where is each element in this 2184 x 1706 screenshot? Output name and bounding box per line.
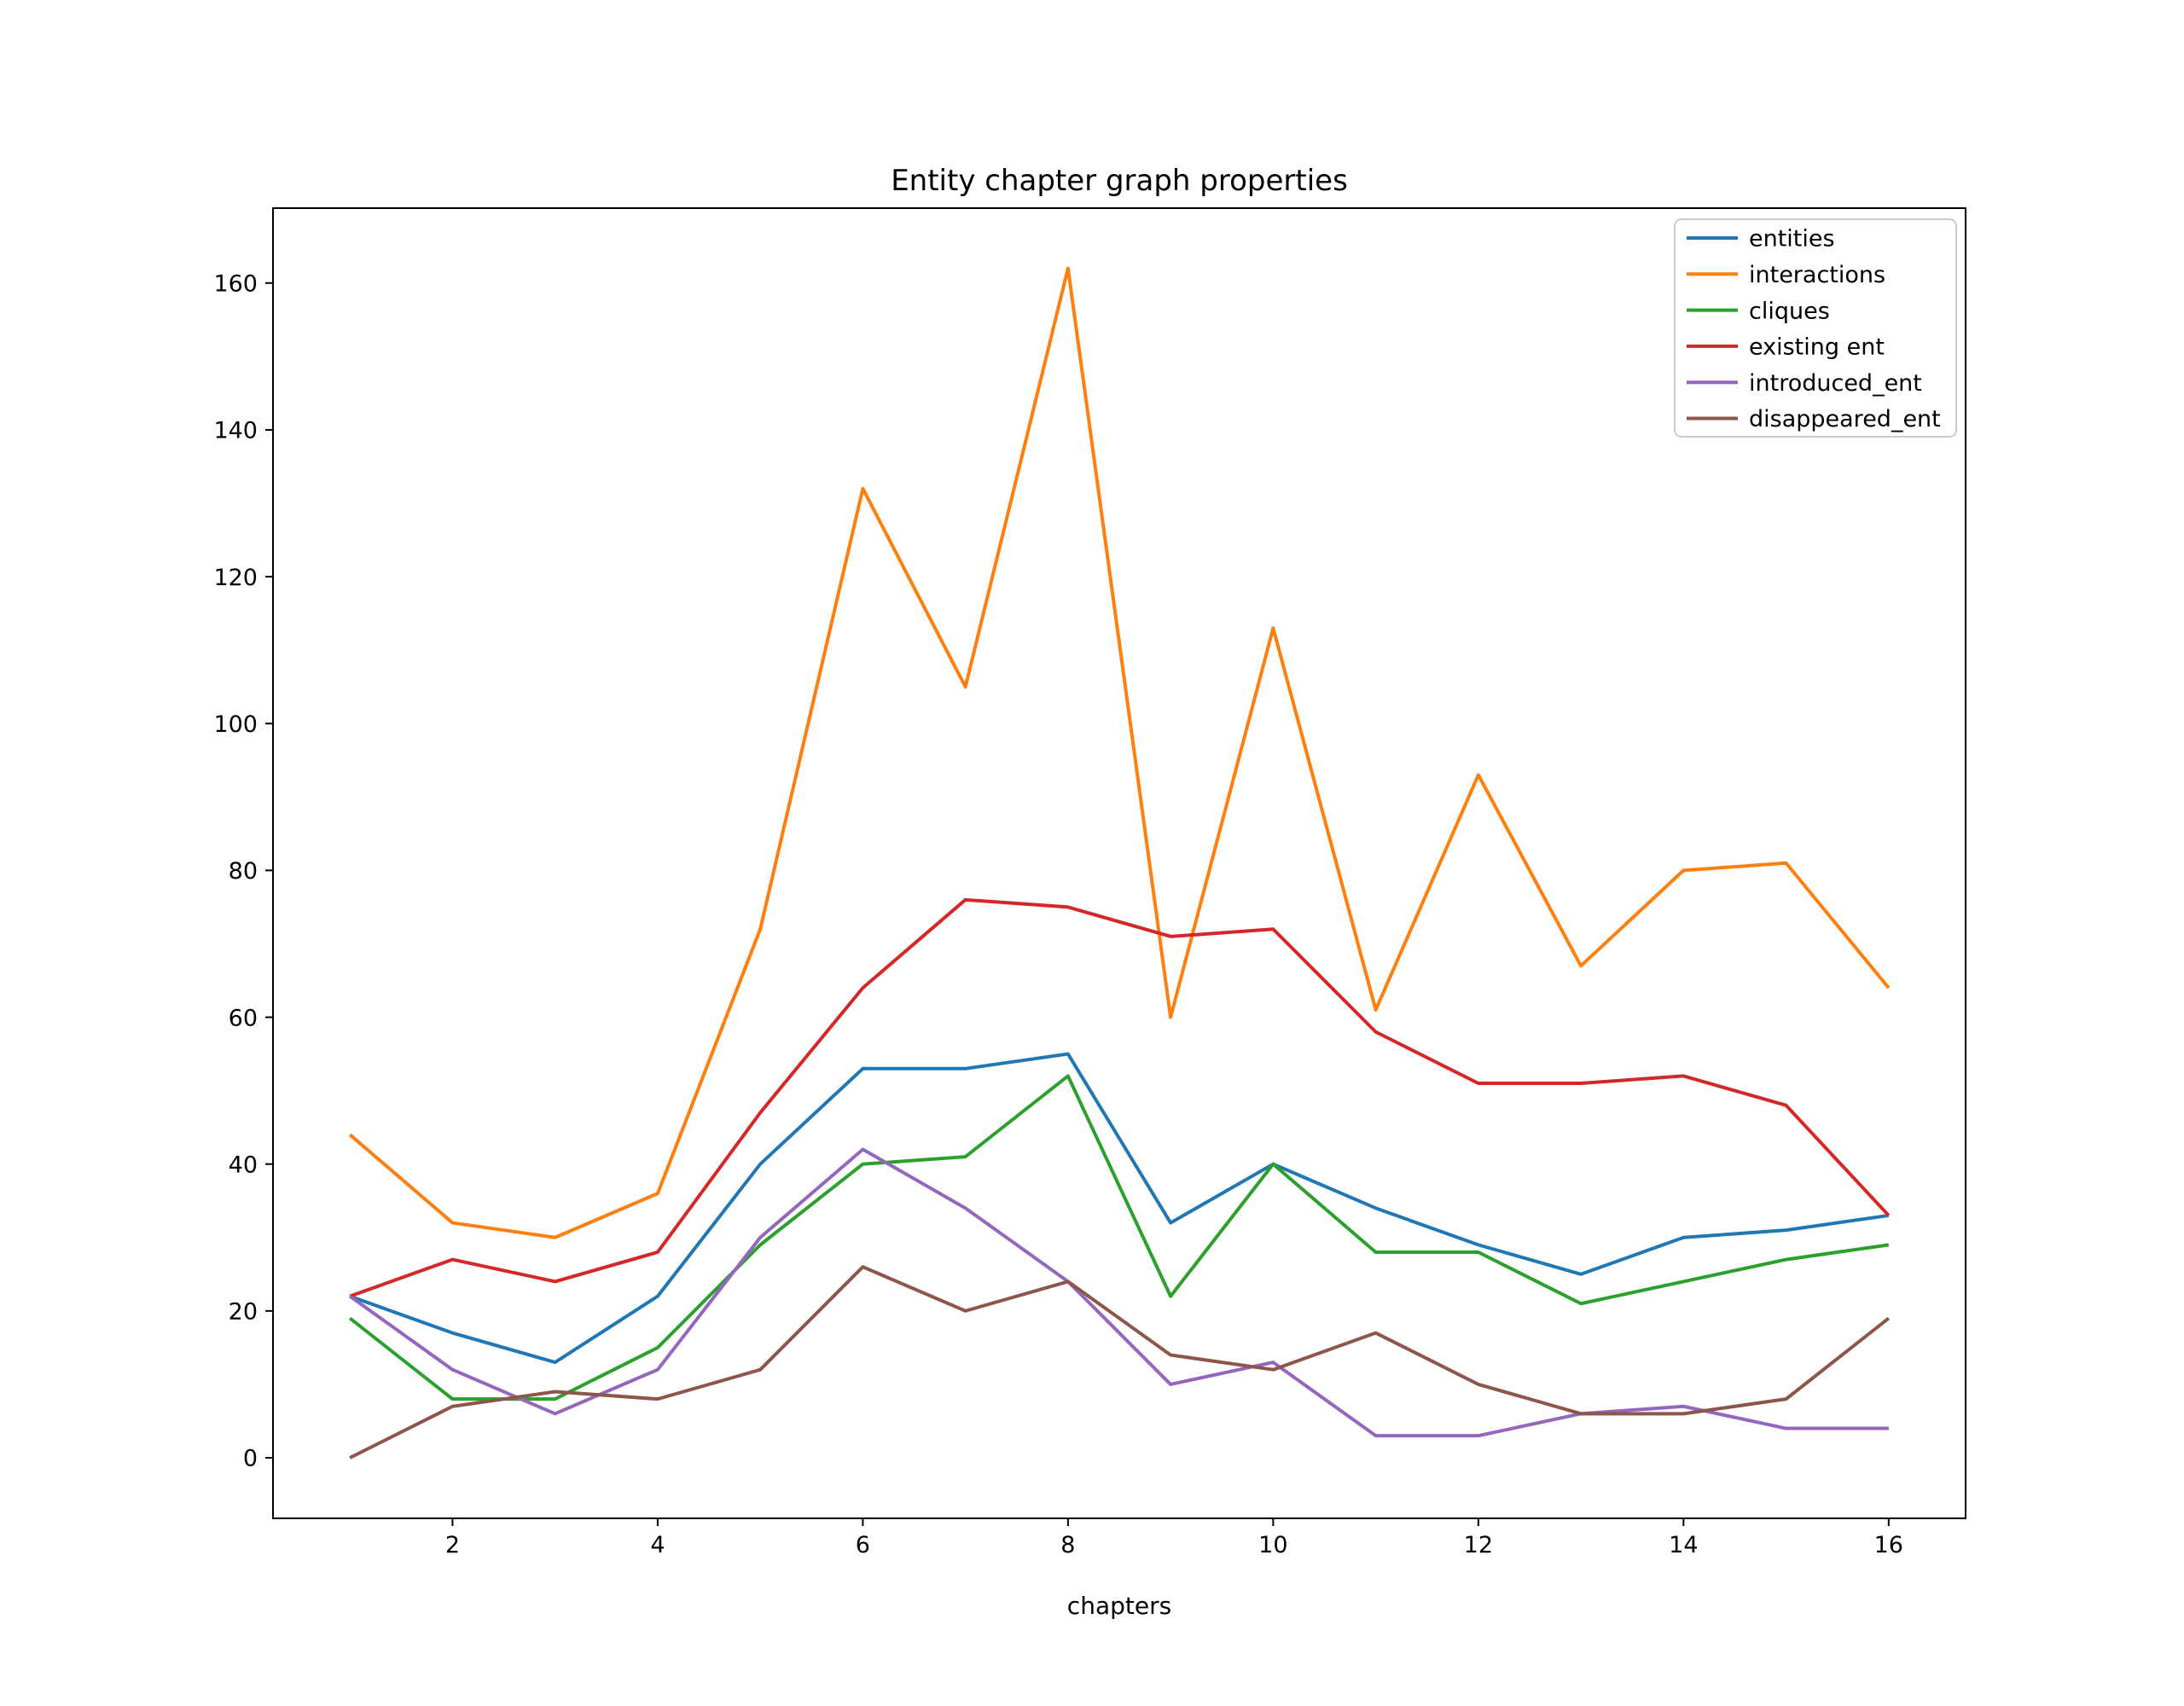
y-tick-label: 40	[229, 1152, 258, 1178]
x-tick-label: 10	[1258, 1532, 1287, 1558]
x-tick-label: 14	[1669, 1532, 1698, 1558]
axes-spines	[272, 207, 1966, 1519]
x-tick-label: 4	[650, 1532, 665, 1558]
series-line-interactions	[348, 266, 1891, 1239]
series-line-entities	[349, 1052, 1890, 1365]
chart-title: Entity chapter graph properties	[891, 164, 1348, 198]
legend-box	[1674, 218, 1957, 438]
x-tick-label: 16	[1874, 1532, 1903, 1558]
legend-label: disappeared_ent	[1749, 406, 1941, 432]
x-tick-label: 12	[1464, 1532, 1493, 1558]
y-tick-label: 140	[213, 418, 258, 444]
legend-label: entities	[1749, 226, 1835, 252]
series-line-introduced_ent	[349, 1147, 1889, 1438]
series-line-existing-ent	[349, 897, 1891, 1298]
legend-label: cliques	[1749, 298, 1830, 324]
x-tick-label: 2	[445, 1532, 460, 1558]
y-tick-label: 60	[229, 1005, 258, 1031]
y-tick-label: 100	[213, 711, 258, 738]
y-tick-label: 0	[243, 1446, 258, 1472]
legend-label: introduced_ent	[1749, 370, 1922, 397]
x-tick-label: 6	[856, 1532, 870, 1558]
x-tick-label: 8	[1060, 1532, 1075, 1558]
y-tick-label: 20	[229, 1299, 258, 1326]
y-tick-label: 120	[213, 565, 258, 591]
legend-label: interactions	[1749, 262, 1885, 288]
y-tick-label: 160	[213, 271, 258, 298]
series-line-cliques	[348, 1074, 1890, 1401]
legend-label: existing ent	[1749, 334, 1885, 361]
series-line-disappeared_ent	[349, 1265, 1891, 1459]
y-tick-label: 80	[229, 858, 258, 885]
x-axis-label: chapters	[1066, 1592, 1172, 1620]
